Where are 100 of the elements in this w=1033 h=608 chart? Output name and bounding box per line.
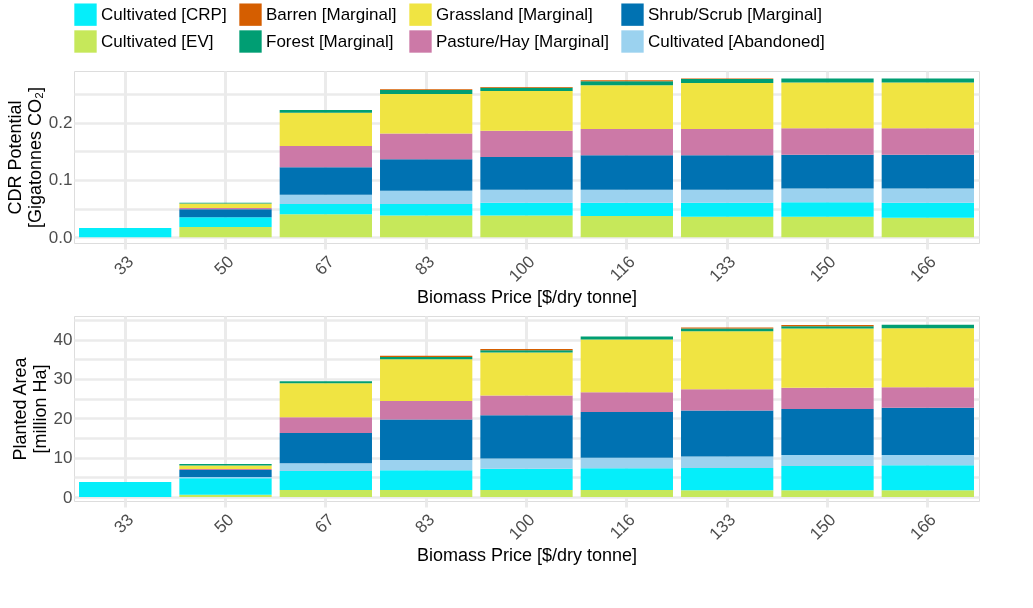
bar — [279, 383, 372, 418]
bar — [881, 128, 974, 155]
bar — [580, 489, 673, 498]
y-tick-label: 20 — [53, 408, 73, 428]
bar — [580, 468, 673, 490]
bar — [480, 415, 573, 459]
bar — [881, 82, 974, 129]
bar — [881, 188, 974, 203]
bar — [781, 454, 874, 466]
bar — [781, 154, 874, 189]
bar — [380, 133, 473, 160]
bar — [279, 167, 372, 195]
bar — [380, 359, 473, 402]
bar — [279, 204, 372, 215]
bar — [480, 189, 573, 203]
y-tick-label: 10 — [53, 448, 73, 468]
bar — [580, 392, 673, 413]
bar — [580, 216, 673, 238]
bar — [881, 490, 974, 498]
x-tick-label: 150 — [806, 510, 840, 544]
bar — [781, 188, 874, 203]
bar — [781, 128, 874, 155]
bar — [279, 194, 372, 205]
bar — [580, 128, 673, 156]
bar — [179, 203, 272, 209]
bar — [781, 387, 874, 409]
bar — [380, 470, 473, 490]
bar — [580, 81, 673, 86]
legend-label: Cultivated [Abandoned] — [648, 31, 825, 51]
bar — [279, 112, 372, 147]
bar — [681, 467, 774, 491]
bar — [279, 471, 372, 490]
bar — [179, 469, 272, 477]
legend-label: Shrub/Scrub [Marginal] — [648, 4, 822, 24]
bar — [881, 328, 974, 388]
bar — [881, 202, 974, 218]
bar — [380, 190, 473, 205]
bar — [580, 457, 673, 469]
bar — [380, 419, 473, 461]
y-tick-label: 0.0 — [48, 227, 73, 247]
bar — [480, 215, 573, 238]
bar — [881, 407, 974, 455]
bar — [380, 401, 473, 420]
x-tick-label: 100 — [505, 252, 539, 286]
bar — [781, 465, 874, 491]
bar — [681, 389, 774, 411]
bar — [279, 463, 372, 472]
bar — [781, 78, 874, 83]
bar — [580, 155, 673, 190]
x-tick-label: 33 — [110, 252, 138, 279]
bar — [881, 454, 974, 466]
bar — [79, 482, 172, 498]
bar — [681, 456, 774, 468]
bar — [179, 217, 272, 227]
bar — [681, 155, 774, 190]
x-tick-label: 83 — [411, 252, 439, 279]
legend-label: Pasture/Hay [Marginal] — [436, 31, 609, 51]
bar — [480, 489, 573, 498]
legend-label: Barren [Marginal] — [266, 4, 397, 24]
y-tick-label: 30 — [53, 369, 73, 389]
x-tick-label: 166 — [906, 510, 940, 544]
bar — [681, 216, 774, 238]
x-tick-label: 50 — [210, 252, 238, 279]
bar — [480, 157, 573, 190]
x-tick-label: 150 — [806, 252, 840, 286]
bar — [881, 154, 974, 189]
bar — [781, 328, 874, 388]
bar — [580, 189, 673, 203]
x-tick-label: 67 — [311, 510, 338, 537]
x-tick-label: 116 — [606, 252, 639, 285]
bar — [781, 82, 874, 129]
x-axis-title: Biomass Price [$/dry tonne] — [416, 286, 638, 307]
bar — [580, 202, 673, 217]
bar — [179, 226, 272, 238]
bar — [380, 93, 473, 134]
legend-label: Forest [Marginal] — [266, 31, 394, 51]
bar — [480, 202, 573, 216]
bar — [881, 78, 974, 83]
y-tick-label: 40 — [53, 330, 73, 350]
bar — [580, 336, 673, 340]
x-tick-label: 166 — [906, 252, 940, 286]
bar — [279, 109, 372, 113]
bar — [380, 204, 473, 216]
bar — [681, 490, 774, 498]
x-tick-label: 67 — [311, 252, 338, 279]
bar — [279, 146, 372, 168]
bar — [380, 215, 473, 238]
bar — [681, 83, 774, 129]
bar — [580, 339, 673, 393]
bar — [881, 217, 974, 238]
y-axis-title: CDR Potential [Gigatonnes CO₂] — [4, 86, 45, 229]
bar — [380, 489, 473, 498]
bar — [580, 412, 673, 458]
bar — [681, 79, 774, 84]
bar — [179, 478, 272, 495]
bar — [681, 410, 774, 457]
bar — [380, 89, 473, 94]
bar — [480, 458, 573, 469]
x-tick-label: 116 — [606, 510, 639, 543]
legend-label: Grassland [Marginal] — [436, 4, 593, 24]
